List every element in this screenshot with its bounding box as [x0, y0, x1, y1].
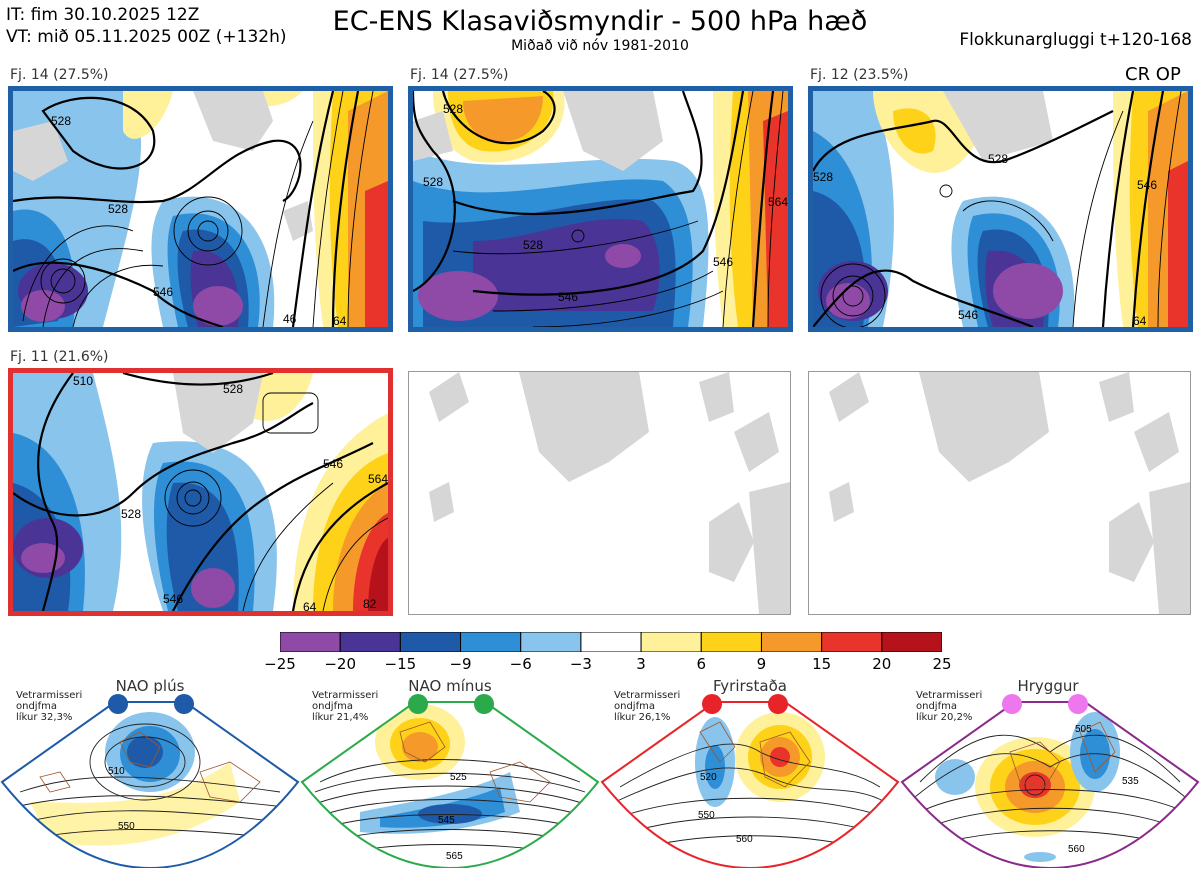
contour-label: 546 — [153, 285, 173, 299]
valid-time: VT: mið 05.11.2025 00Z (+132h) — [6, 27, 287, 47]
regime-contour-label: 525 — [450, 772, 467, 783]
colorbar-tick-label: 25 — [932, 655, 952, 673]
contour-label: 46 — [283, 312, 297, 326]
regime-contour-label: 510 — [108, 766, 125, 777]
regime-3-title: Fyrirstaða — [713, 677, 787, 695]
colorbar — [279, 631, 943, 653]
colorbar-tick-label: 15 — [812, 655, 832, 673]
regime-contour-label: 560 — [736, 834, 753, 845]
contour-label: 64 — [1133, 314, 1147, 327]
crop-label: CR OP — [1125, 64, 1181, 85]
colorbar-swatch — [881, 631, 943, 653]
contour-label: 528 — [813, 170, 833, 184]
empty-map-5 — [408, 371, 791, 615]
cluster-map-4: 510 528 528 546 546 64 564 82 — [8, 368, 393, 616]
colorbar-swatch — [399, 631, 462, 653]
contour-label: 546 — [713, 255, 733, 269]
regime-contour-label: 565 — [446, 851, 463, 862]
empty-map-6 — [808, 371, 1191, 615]
contour-label: 528 — [988, 152, 1008, 166]
cluster-4-label: Fj. 11 (21.6%) — [10, 349, 109, 365]
page-subtitle: Miðað við nóv 1981-2010 — [511, 38, 689, 54]
regime-map-nao-plus: 510 550 — [0, 692, 300, 870]
cluster-map-2: 528 528 528 546 546 564 — [408, 86, 793, 332]
regime-4-note: Vetrarmisseri ondjfma líkur 20,2% — [916, 690, 983, 723]
colorbar-tick-label: −6 — [509, 655, 532, 673]
regime-1-note: Vetrarmisseri ondjfma líkur 32,3% — [16, 690, 83, 723]
page-title: EC-ENS Klasaviðsmyndir - 500 hPa hæð — [332, 6, 868, 37]
regime-marker-dot — [702, 694, 722, 714]
regime-contour-label: 550 — [118, 821, 135, 832]
colorbar-tick-label: 3 — [636, 655, 646, 673]
cluster-map-1: 528 528 546 46 64 — [8, 86, 393, 332]
regime-map-nao-minus: 525 545 565 — [300, 692, 600, 870]
colorbar-swatch — [460, 631, 522, 653]
contour-label: 528 — [523, 238, 543, 252]
colorbar-tick-label: −9 — [449, 655, 472, 673]
regime-1-title: NAO plús — [115, 677, 185, 695]
initial-time: IT: fim 30.10.2025 12Z — [6, 5, 200, 25]
regime-2-note: Vetrarmisseri ondjfma líkur 21,4% — [312, 690, 379, 723]
colorbar-swatch — [279, 631, 341, 653]
contour-label: 528 — [443, 102, 463, 116]
regime-contour-label: 505 — [1075, 724, 1092, 735]
regime-marker-dot — [768, 694, 788, 714]
regime-contour-label: 560 — [1068, 844, 1085, 855]
colorbar-swatch — [339, 631, 401, 653]
contour-label: 546 — [1137, 178, 1157, 192]
contour-label: 546 — [958, 308, 978, 322]
regime-marker-dot — [474, 694, 494, 714]
regime-marker-dot — [1002, 694, 1022, 714]
colorbar-tick-label: −20 — [324, 655, 356, 673]
contour-label: 64 — [333, 314, 347, 327]
regime-map-blocking: 520 550 560 — [600, 692, 900, 870]
regime-marker-dot — [108, 694, 128, 714]
contour-label: 82 — [363, 597, 377, 611]
regime-marker-dot — [174, 694, 194, 714]
colorbar-swatch — [640, 631, 702, 653]
colorbar-tick-label: 9 — [756, 655, 767, 673]
contour-label: 64 — [303, 600, 317, 611]
contour-label: 546 — [163, 592, 183, 606]
contour-label: 546 — [558, 290, 578, 304]
colorbar-swatch — [821, 631, 883, 653]
contour-label: 528 — [121, 507, 141, 521]
classification-window: Flokkunargluggi t+120-168 — [959, 30, 1192, 50]
contour-label: 510 — [73, 374, 93, 388]
colorbar-swatch — [520, 631, 582, 653]
regime-contour-label: 545 — [438, 815, 455, 826]
regime-contour-label: 535 — [1122, 776, 1139, 787]
regime-2-title: NAO mínus — [408, 677, 492, 695]
contour-label: 546 — [323, 457, 343, 471]
contour-label: 528 — [108, 202, 128, 216]
colorbar-swatch — [760, 631, 823, 653]
colorbar-swatch — [700, 631, 762, 653]
cluster-2-label: Fj. 14 (27.5%) — [410, 67, 509, 83]
contour-label: 564 — [768, 195, 788, 209]
colorbar-tick-label: 20 — [872, 655, 892, 673]
regime-map-ridge: 505 535 560 — [900, 692, 1200, 870]
regime-marker-dot — [1068, 694, 1088, 714]
contour-label: 528 — [423, 175, 443, 189]
contour-label: 528 — [51, 114, 71, 128]
colorbar-swatch — [580, 631, 642, 653]
colorbar-tick-label: −3 — [569, 655, 592, 673]
regime-4-title: Hryggur — [1017, 677, 1079, 695]
colorbar-tick-label: −15 — [384, 655, 417, 673]
contour-label: 564 — [368, 472, 388, 486]
regime-contour-label: 550 — [698, 810, 715, 821]
colorbar-tick-label: 6 — [696, 655, 707, 673]
regime-contour-label: 520 — [700, 772, 717, 783]
regime-marker-dot — [408, 694, 428, 714]
contour-label: 528 — [223, 382, 243, 396]
colorbar-tick-label: −25 — [264, 655, 296, 673]
cluster-3-label: Fj. 12 (23.5%) — [810, 67, 909, 83]
cluster-1-label: Fj. 14 (27.5%) — [10, 67, 109, 83]
regime-3-note: Vetrarmisseri ondjfma líkur 26,1% — [614, 690, 681, 723]
header-info: IT: fim 30.10.2025 12Z VT: mið 05.11.202… — [6, 4, 287, 48]
cluster-map-3: 528 528 546 546 64 — [808, 86, 1193, 332]
